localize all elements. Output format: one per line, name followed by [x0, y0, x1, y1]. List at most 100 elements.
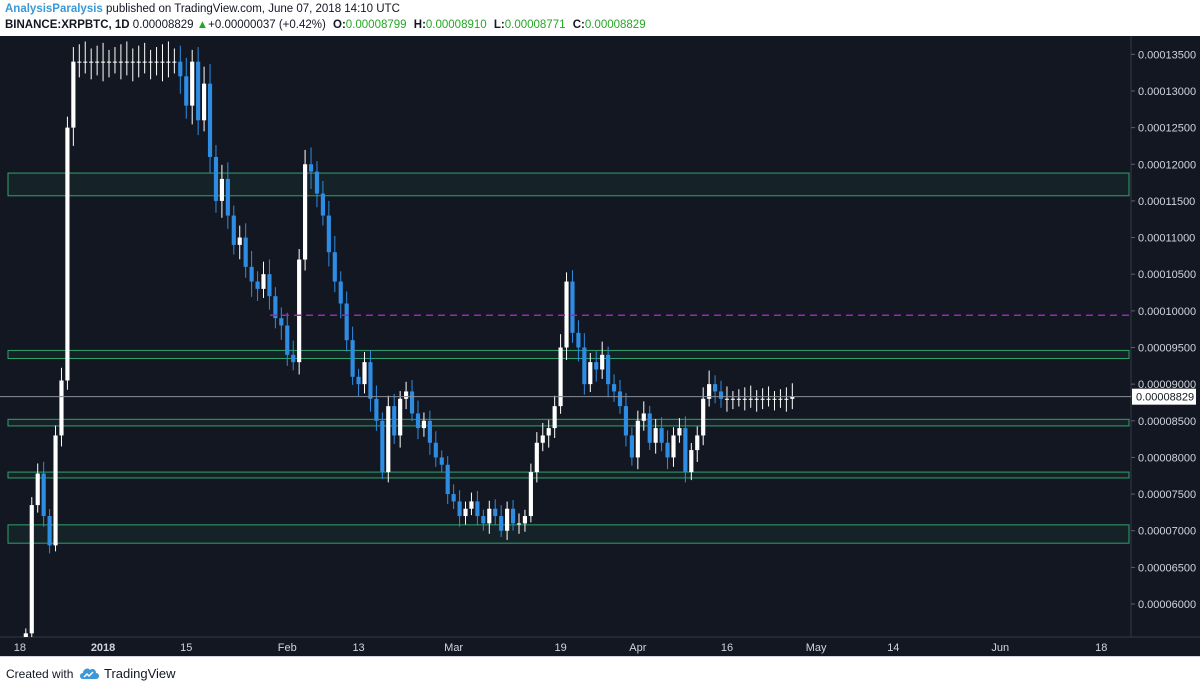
candle[interactable]: [41, 461, 46, 527]
candle[interactable]: [160, 44, 165, 82]
candle[interactable]: [172, 48, 177, 74]
candle[interactable]: [326, 200, 331, 267]
candle[interactable]: [582, 333, 587, 395]
candle[interactable]: [243, 223, 248, 278]
candle[interactable]: [65, 116, 70, 390]
candle[interactable]: [332, 235, 337, 293]
candle[interactable]: [409, 379, 415, 422]
candle[interactable]: [546, 419, 551, 448]
candle[interactable]: [184, 57, 189, 119]
candle[interactable]: [659, 417, 664, 452]
price-axis[interactable]: 0.00013500 0.00013000 0.00012500 0.00012000…: [1131, 49, 1196, 611]
candle[interactable]: [166, 41, 171, 78]
candle[interactable]: [374, 385, 379, 431]
candle[interactable]: [463, 501, 468, 525]
candle[interactable]: [297, 249, 302, 375]
candle[interactable]: [457, 490, 462, 527]
candle[interactable]: [344, 291, 349, 352]
candle[interactable]: [552, 395, 557, 438]
candle[interactable]: [362, 352, 367, 394]
candle[interactable]: [261, 261, 266, 298]
time-axis[interactable]: 18 2018 15 Feb 13 Mar 19 Apr 16 May 14 Jun 18: [14, 642, 1108, 654]
candle[interactable]: [53, 425, 58, 552]
candle[interactable]: [451, 484, 456, 510]
candle[interactable]: [255, 271, 260, 301]
candle[interactable]: [314, 161, 320, 208]
candle[interactable]: [439, 450, 444, 472]
candle[interactable]: [540, 422, 545, 452]
candle[interactable]: [71, 47, 76, 146]
tradingview-cloud-icon[interactable]: [78, 665, 100, 681]
support-zone-0[interactable]: [7, 172, 1130, 197]
candle[interactable]: [231, 205, 236, 255]
candle[interactable]: [303, 149, 308, 271]
candle[interactable]: [350, 326, 355, 385]
candle[interactable]: [754, 390, 759, 412]
candle[interactable]: [736, 389, 741, 407]
candle[interactable]: [415, 400, 421, 440]
candle[interactable]: [493, 499, 498, 525]
candle[interactable]: [136, 45, 141, 78]
candle[interactable]: [724, 386, 730, 412]
candle[interactable]: [683, 416, 688, 483]
candle[interactable]: [707, 370, 712, 407]
candle[interactable]: [59, 367, 64, 447]
candle[interactable]: [100, 42, 106, 82]
candle[interactable]: [386, 395, 391, 483]
candle[interactable]: [570, 270, 575, 343]
candle[interactable]: [760, 388, 765, 410]
candle[interactable]: [356, 368, 361, 397]
candle[interactable]: [588, 352, 593, 393]
candle[interactable]: [154, 47, 159, 76]
candle[interactable]: [106, 49, 112, 78]
candle[interactable]: [83, 41, 88, 74]
candle[interactable]: [201, 66, 207, 132]
candle[interactable]: [368, 350, 373, 412]
support-zone-2[interactable]: [7, 418, 1130, 427]
candle[interactable]: [279, 307, 284, 340]
candle[interactable]: [196, 47, 201, 136]
candle[interactable]: [641, 401, 646, 431]
candle[interactable]: [23, 628, 28, 637]
candle[interactable]: [481, 509, 486, 531]
support-zone-4[interactable]: [7, 524, 1130, 544]
candle[interactable]: [219, 164, 224, 218]
candle[interactable]: [29, 497, 34, 637]
candle[interactable]: [77, 44, 82, 78]
candle[interactable]: [475, 491, 480, 526]
candle[interactable]: [677, 418, 682, 443]
candle[interactable]: [534, 432, 539, 483]
candle[interactable]: [505, 501, 510, 540]
author-link[interactable]: AnalysisParalysis: [5, 3, 103, 15]
support-zone-1[interactable]: [7, 349, 1130, 359]
candle[interactable]: [445, 456, 450, 504]
candle[interactable]: [689, 442, 694, 481]
candle[interactable]: [606, 346, 611, 398]
candle[interactable]: [635, 410, 640, 470]
candle[interactable]: [398, 391, 403, 448]
candle[interactable]: [487, 500, 492, 534]
candle[interactable]: [499, 505, 504, 537]
candle[interactable]: [118, 44, 123, 80]
candle[interactable]: [237, 225, 242, 260]
candle[interactable]: [427, 410, 432, 455]
candle[interactable]: [469, 492, 474, 516]
candle[interactable]: [629, 427, 634, 466]
candle[interactable]: [213, 145, 219, 213]
candle[interactable]: [249, 250, 254, 297]
candle[interactable]: [273, 287, 278, 329]
candle[interactable]: [89, 48, 94, 80]
candle[interactable]: [718, 380, 724, 408]
candle[interactable]: [730, 391, 735, 410]
candle[interactable]: [47, 508, 52, 554]
candle[interactable]: [308, 147, 314, 190]
candle[interactable]: [112, 47, 118, 74]
candle[interactable]: [142, 42, 147, 74]
candle[interactable]: [95, 45, 100, 76]
candle[interactable]: [516, 513, 522, 534]
candle[interactable]: [564, 272, 569, 361]
candle[interactable]: [712, 375, 718, 404]
candle[interactable]: [611, 374, 617, 402]
candle[interactable]: [148, 49, 153, 80]
price-chart[interactable]: 0.00013500 0.00013000 0.00012500 0.00012000…: [0, 36, 1200, 656]
